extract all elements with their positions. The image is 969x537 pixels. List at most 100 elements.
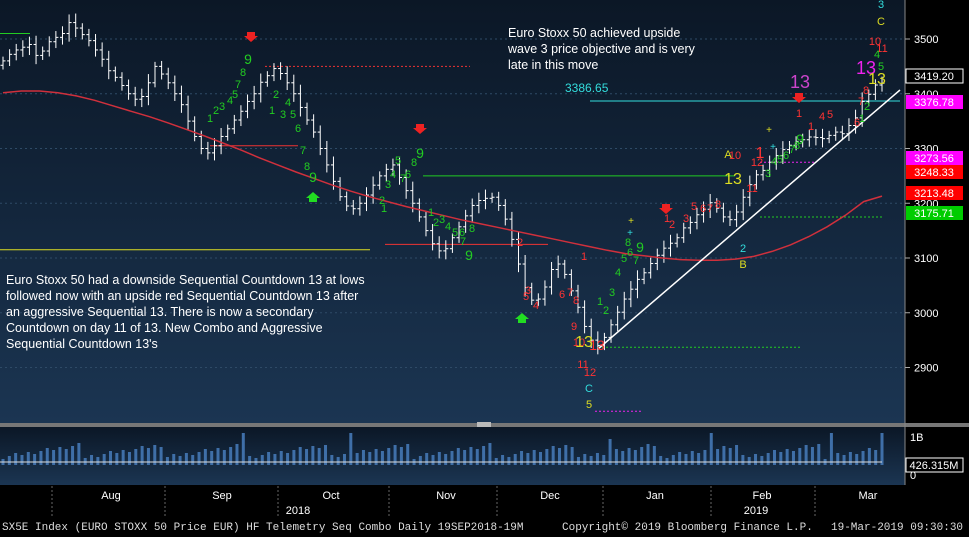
volume-axis-label-1: 0 <box>910 470 916 482</box>
volume-bar-39 <box>248 456 252 465</box>
sequential-label-50: 5 <box>586 399 592 411</box>
price-tag-bg-2 <box>906 151 963 165</box>
volume-bar-118 <box>747 457 751 465</box>
volume-bar-35 <box>222 450 226 465</box>
price-bar-54 <box>357 196 363 216</box>
price-bar-133 <box>879 76 885 92</box>
volume-bar-83 <box>526 453 530 465</box>
price-bar-28 <box>185 95 191 131</box>
sequential-label-25: 1 <box>381 203 387 215</box>
volume-bar-99 <box>627 448 631 465</box>
signal-arrows <box>244 32 806 323</box>
price-bar-96 <box>634 270 640 299</box>
price-bar-88 <box>582 300 588 334</box>
sequential-label-13: 6 <box>295 123 301 135</box>
sell-arrow-0 <box>244 32 258 42</box>
price-tags: 3419.20 3376.78 3273.56 3248.33 3213.48 3175.… <box>565 68 964 473</box>
volume-bar-18 <box>115 453 119 465</box>
sequential-label-10: 3 <box>280 109 286 121</box>
volume-bar-26 <box>165 457 169 465</box>
panel-divider-handle[interactable] <box>477 422 491 427</box>
price-bar-1 <box>7 49 13 67</box>
price-axis-label-2: 3100 <box>914 253 938 265</box>
price-bar-55 <box>363 187 369 212</box>
volume-bar-90 <box>570 447 574 465</box>
sequential-label-82: 9 <box>796 131 804 147</box>
volume-bar-46 <box>292 450 296 465</box>
sequential-label-74: 1 <box>756 145 765 162</box>
sequential-label-47: 13 <box>589 337 605 353</box>
volume-bar-47 <box>298 447 302 465</box>
volume-bar-71 <box>450 451 454 465</box>
price-bar-100 <box>661 240 667 263</box>
footer-copyright: Copyright© 2019 Bloomberg Finance L.P. <box>562 522 813 534</box>
price-bar-56 <box>370 176 376 204</box>
sequential-label-36: 2 <box>517 237 523 249</box>
volume-bar-28 <box>178 456 182 465</box>
volume-bar-102 <box>646 444 650 465</box>
volume-bar-124 <box>785 449 789 465</box>
level-label-0: 3386.65 <box>565 81 609 95</box>
price-bar-126 <box>833 126 839 141</box>
sequential-label-88: 1 <box>859 113 865 125</box>
price-bar-107 <box>707 193 713 219</box>
sequential-label-27: 2 <box>433 217 439 229</box>
price-bar-10 <box>66 14 72 42</box>
price-bar-130 <box>859 92 865 127</box>
overlay-lines <box>2 89 901 350</box>
sequential-label-78: 5 <box>777 154 783 166</box>
price-bar-121 <box>800 133 806 148</box>
volume-bar-89 <box>564 445 568 465</box>
volume-bar-41 <box>260 455 264 465</box>
volume-bars <box>0 433 884 465</box>
volume-bar-104 <box>659 456 663 465</box>
sequential-label-48: 13 <box>575 334 593 351</box>
sequential-label-97: 13 <box>868 71 886 88</box>
price-bar-83 <box>549 261 555 295</box>
sequential-label-46: 12 <box>584 367 596 379</box>
volume-bar-100 <box>633 450 637 465</box>
price-bar-84 <box>555 255 561 278</box>
price-bar-25 <box>165 67 171 90</box>
price-bar-58 <box>383 163 389 182</box>
volume-bar-136 <box>861 451 865 465</box>
sequential-label-14: 7 <box>300 145 306 157</box>
price-bar-48 <box>317 125 323 156</box>
footer-security: SX5E Index (EURO STOXX 50 Price EUR) HF … <box>2 522 524 534</box>
price-bar-109 <box>720 202 726 223</box>
volume-bar-74 <box>469 447 473 465</box>
volume-bar-9 <box>58 447 62 465</box>
sequential-label-96: 13 <box>856 58 876 78</box>
month-label-7: Mar <box>859 490 878 502</box>
price-bar-20 <box>132 86 138 107</box>
sequential-label-44: 10 <box>573 337 585 349</box>
price-bar-45 <box>297 84 303 117</box>
price-bar-47 <box>311 114 317 138</box>
volume-bar-37 <box>235 444 239 465</box>
price-bar-22 <box>145 74 151 106</box>
volume-bar-73 <box>463 450 467 465</box>
price-bar-69 <box>456 221 462 243</box>
sequential-label-71: B <box>739 259 746 271</box>
volume-bar-5 <box>33 454 37 465</box>
sequential-label-51: 1 <box>597 296 603 308</box>
sequential-label-6: 2 <box>213 105 219 117</box>
price-bar-80 <box>529 282 535 305</box>
volume-bar-24 <box>153 445 157 465</box>
price-bar-15 <box>99 42 105 67</box>
price-bar-23 <box>152 61 158 88</box>
sequential-label-92: 10 <box>869 36 881 48</box>
sequential-label-23: 3 <box>385 179 391 191</box>
sequential-label-5: 3 <box>219 101 225 113</box>
price-bar-99 <box>654 248 660 271</box>
volume-bar-132 <box>836 453 840 465</box>
price-bar-59 <box>390 158 396 176</box>
volume-bar-54 <box>342 454 346 465</box>
volume-bar-51 <box>324 445 328 465</box>
volume-bar-1 <box>7 456 11 465</box>
sequential-label-24: 2 <box>379 195 385 207</box>
